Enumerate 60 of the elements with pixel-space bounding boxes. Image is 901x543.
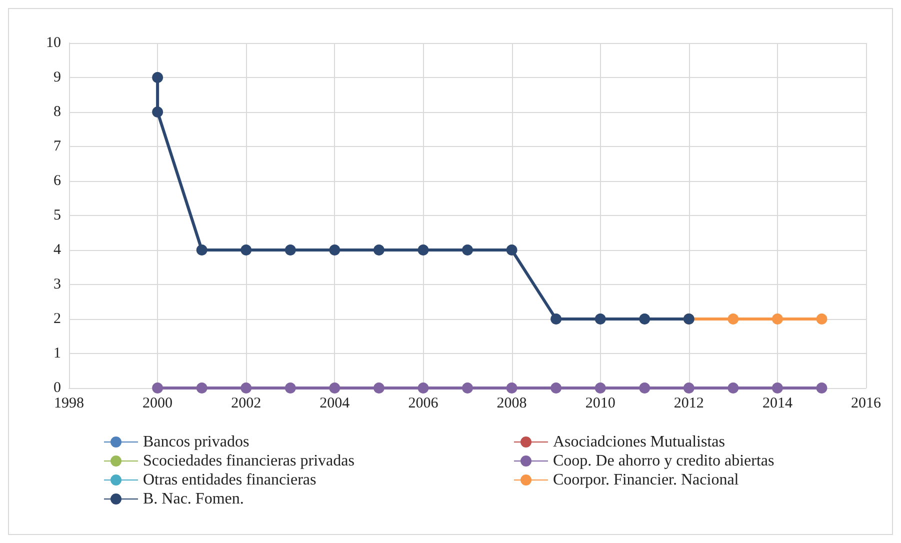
point <box>418 382 429 394</box>
point <box>329 382 340 394</box>
legend-label: Coop. De ahorro y credito abiertas <box>553 452 774 470</box>
point <box>462 382 473 394</box>
legend-label: B. Nac. Fomen. <box>143 490 244 508</box>
y-tick-label: 4 <box>54 242 62 258</box>
point <box>816 382 828 394</box>
y-tick-label: 10 <box>46 35 61 51</box>
legend-label: Asociadciones Mutualistas <box>553 434 725 450</box>
point <box>506 244 518 256</box>
x-tick-label: 2002 <box>231 396 262 412</box>
point <box>594 314 606 324</box>
y-tick-label: 5 <box>54 208 61 224</box>
point <box>284 382 296 394</box>
point <box>772 382 783 394</box>
point <box>816 314 828 324</box>
point <box>152 72 164 83</box>
point <box>152 382 164 394</box>
y-tick-label: 8 <box>54 104 61 120</box>
y-tick-label: 3 <box>54 276 61 292</box>
point <box>373 244 384 256</box>
x-tick-label: 2010 <box>585 396 616 412</box>
point <box>594 382 606 394</box>
point <box>240 244 252 256</box>
legend-label: Coorpor. Financier. Nacional <box>553 472 740 488</box>
legend-label: Bancos privados <box>143 434 250 450</box>
y-tick-label: 9 <box>54 70 61 86</box>
point <box>728 314 739 324</box>
y-tick-label: 6 <box>54 173 62 189</box>
legend-label: Otras entidades financieras <box>143 472 316 488</box>
point <box>152 106 164 118</box>
x-tick-label: 2004 <box>320 396 350 412</box>
legend-label: Scociedades financieras privadas <box>143 452 354 470</box>
point <box>550 382 562 394</box>
point <box>284 244 296 256</box>
x-tick-label: 2016 <box>851 396 882 412</box>
y-tick-label: 0 <box>54 380 61 396</box>
x-tick-label: 2006 <box>408 396 439 412</box>
x-tick-label: 2012 <box>674 396 704 412</box>
point <box>639 382 650 394</box>
point <box>728 382 739 394</box>
y-tick-label: 7 <box>54 138 62 154</box>
point <box>683 382 694 394</box>
x-tick-label: 2000 <box>142 396 173 412</box>
x-tick-label: 2008 <box>496 396 527 412</box>
point <box>550 314 562 324</box>
point <box>196 382 208 394</box>
point <box>373 382 384 394</box>
point <box>240 382 252 394</box>
point <box>329 244 340 256</box>
point <box>462 244 473 256</box>
y-tick-label: 2 <box>54 311 61 327</box>
point <box>772 314 783 324</box>
point <box>196 244 208 256</box>
x-tick-label: 2014 <box>762 396 793 412</box>
point <box>639 314 650 324</box>
point <box>506 382 518 394</box>
y-tick-label: 1 <box>54 346 61 362</box>
point <box>418 244 429 256</box>
x-tick-label: 1998 <box>54 396 84 412</box>
